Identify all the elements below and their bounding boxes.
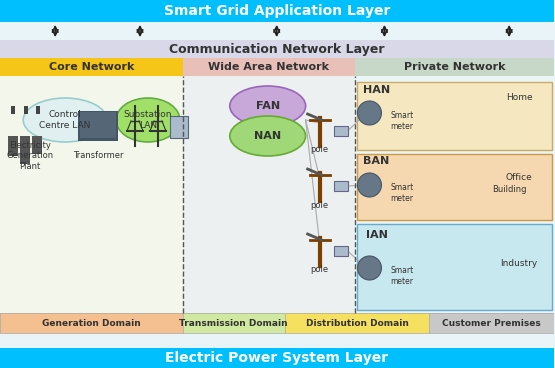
- Ellipse shape: [116, 98, 180, 142]
- Text: IAN: IAN: [366, 230, 387, 240]
- FancyBboxPatch shape: [430, 313, 554, 333]
- Text: Electricity
Generation
Plant: Electricity Generation Plant: [7, 141, 54, 171]
- FancyBboxPatch shape: [183, 313, 285, 333]
- Text: Distribution Domain: Distribution Domain: [306, 318, 408, 328]
- Text: pole: pole: [311, 145, 329, 155]
- Text: FAN: FAN: [256, 101, 280, 111]
- FancyBboxPatch shape: [285, 313, 430, 333]
- Text: Industry: Industry: [501, 258, 538, 268]
- Text: Generation Domain: Generation Domain: [42, 318, 141, 328]
- Text: Smart
meter: Smart meter: [390, 111, 413, 131]
- Text: Building: Building: [492, 185, 526, 195]
- FancyBboxPatch shape: [355, 58, 554, 76]
- FancyBboxPatch shape: [1, 0, 554, 22]
- Text: Communication Network Layer: Communication Network Layer: [169, 42, 385, 56]
- FancyBboxPatch shape: [1, 313, 183, 333]
- FancyBboxPatch shape: [183, 76, 355, 313]
- Text: Transmission Domain: Transmission Domain: [179, 318, 288, 328]
- Text: HAN: HAN: [363, 85, 390, 95]
- FancyBboxPatch shape: [11, 106, 16, 114]
- Text: Wide Area Network: Wide Area Network: [208, 62, 329, 72]
- Text: Substation
LAN: Substation LAN: [124, 110, 172, 130]
- FancyBboxPatch shape: [356, 82, 552, 150]
- FancyBboxPatch shape: [1, 313, 183, 333]
- FancyBboxPatch shape: [334, 181, 347, 191]
- Ellipse shape: [230, 116, 306, 156]
- Text: Customer Premises: Customer Premises: [442, 318, 541, 328]
- Text: Smart
meter: Smart meter: [390, 266, 413, 286]
- FancyBboxPatch shape: [183, 58, 355, 76]
- FancyBboxPatch shape: [1, 76, 554, 313]
- FancyBboxPatch shape: [36, 106, 40, 114]
- FancyBboxPatch shape: [356, 224, 552, 310]
- FancyBboxPatch shape: [8, 136, 18, 156]
- FancyBboxPatch shape: [334, 126, 347, 136]
- FancyBboxPatch shape: [78, 111, 118, 141]
- FancyBboxPatch shape: [355, 76, 554, 313]
- FancyBboxPatch shape: [430, 313, 554, 333]
- FancyBboxPatch shape: [356, 154, 552, 220]
- Text: Smart Grid Application Layer: Smart Grid Application Layer: [164, 4, 390, 18]
- Circle shape: [357, 256, 381, 280]
- FancyBboxPatch shape: [1, 348, 554, 368]
- Text: Core Network: Core Network: [49, 62, 134, 72]
- Circle shape: [357, 101, 381, 125]
- Text: NAN: NAN: [254, 131, 281, 141]
- Text: Office: Office: [506, 173, 532, 183]
- FancyBboxPatch shape: [334, 246, 347, 256]
- FancyBboxPatch shape: [21, 136, 30, 164]
- Text: Smart
meter: Smart meter: [390, 183, 413, 203]
- Ellipse shape: [230, 86, 306, 126]
- FancyBboxPatch shape: [1, 40, 554, 58]
- FancyBboxPatch shape: [1, 58, 183, 76]
- Ellipse shape: [23, 98, 107, 142]
- Text: BAN: BAN: [364, 156, 390, 166]
- Text: Electric Power System Layer: Electric Power System Layer: [165, 351, 388, 365]
- FancyBboxPatch shape: [183, 313, 285, 333]
- FancyBboxPatch shape: [170, 116, 188, 138]
- Text: Transformer: Transformer: [73, 152, 123, 160]
- Circle shape: [357, 173, 381, 197]
- Text: Private Network: Private Network: [403, 62, 505, 72]
- FancyBboxPatch shape: [285, 313, 430, 333]
- Text: pole: pole: [311, 265, 329, 275]
- Text: Home: Home: [506, 93, 532, 103]
- Text: pole: pole: [311, 201, 329, 209]
- Text: Control
Centre LAN: Control Centre LAN: [39, 110, 91, 130]
- FancyBboxPatch shape: [32, 136, 42, 154]
- FancyBboxPatch shape: [24, 106, 28, 114]
- FancyBboxPatch shape: [1, 76, 183, 313]
- FancyBboxPatch shape: [80, 112, 116, 138]
